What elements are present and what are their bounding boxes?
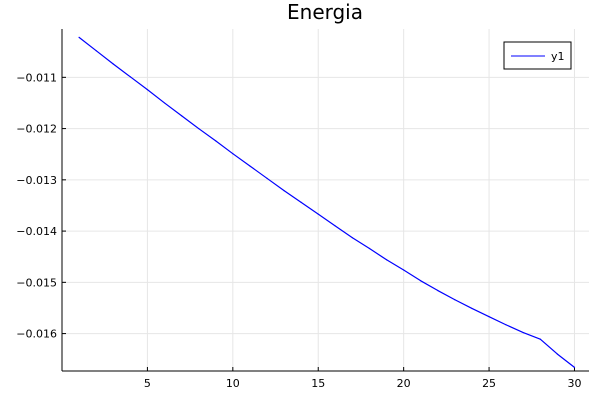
data-point [232, 153, 234, 155]
data-point [385, 259, 388, 261]
data-point [266, 177, 268, 179]
data-point [573, 366, 576, 369]
data-point [522, 331, 524, 334]
data-point [437, 289, 439, 292]
data-point [146, 89, 149, 91]
data-point [163, 102, 166, 104]
x-tick-label: 5 [144, 377, 151, 390]
y-tick-label: −0.015 [16, 276, 57, 289]
data-point [198, 127, 200, 130]
data-point [95, 50, 97, 52]
data-point [351, 237, 354, 239]
data-point [78, 36, 80, 38]
x-tick-label: 10 [226, 377, 240, 390]
grid [62, 29, 589, 371]
series [78, 36, 576, 369]
data-point [317, 213, 319, 215]
y-tick-label: −0.011 [16, 71, 57, 84]
chart-title: Energia [287, 0, 363, 24]
data-point [112, 63, 114, 65]
data-point [471, 307, 473, 310]
data-point [180, 115, 183, 117]
data-point [420, 280, 422, 282]
data-point [403, 269, 405, 271]
data-point [488, 316, 490, 318]
data-point [505, 324, 507, 326]
data-point [334, 225, 336, 227]
axes [61, 29, 589, 372]
data-point [129, 76, 131, 78]
x-tick-label: 25 [482, 377, 496, 390]
y-tick-label: −0.016 [16, 328, 57, 341]
legend: y1 [503, 41, 572, 70]
data-point [283, 189, 285, 192]
data-point [249, 165, 251, 167]
data-point [556, 353, 558, 355]
data-point [215, 140, 217, 142]
data-point [300, 201, 302, 203]
data-point [539, 338, 541, 340]
y-tick-label: −0.012 [16, 123, 57, 136]
x-tick-label: 20 [397, 377, 411, 390]
legend-label-y1: y1 [551, 50, 565, 63]
x-tick-label: 30 [567, 377, 581, 390]
x-tick-label: 15 [311, 377, 325, 390]
series-line-y1 [78, 36, 575, 368]
ticks: 5 10 15 20 25 30 −0.011 −0.012 −0.013 −0.014 −0.01… [16, 71, 581, 390]
data-point [368, 247, 371, 250]
y-tick-label: −0.014 [16, 225, 57, 238]
data-point [454, 299, 456, 301]
y-tick-label: −0.013 [16, 174, 57, 187]
